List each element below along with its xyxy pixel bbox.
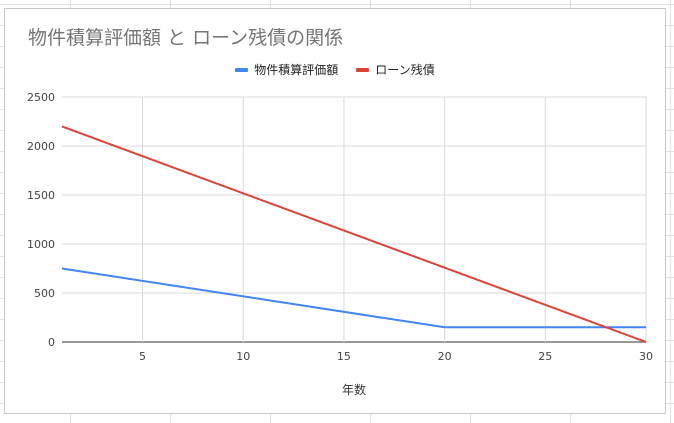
chart-card[interactable]: 物件積算評価額 と ローン残債の関係 物件積算評価額 ローン残債 0 500 100…	[4, 8, 666, 414]
y-tick-label: 0	[48, 336, 55, 349]
legend-label-loan: ローン残債	[375, 63, 435, 77]
chart-plot: 0 500 1000 1500 2000 2500 5 10 15 20 25 30 年数	[27, 91, 653, 397]
legend-item-valuation[interactable]: 物件積算評価額	[235, 61, 338, 78]
chart-legend: 物件積算評価額 ローン残債	[5, 61, 665, 78]
x-tick-label: 20	[438, 350, 452, 363]
legend-item-loan[interactable]: ローン残債	[356, 61, 435, 78]
x-tick-label: 25	[538, 350, 552, 363]
legend-label-valuation: 物件積算評価額	[254, 63, 339, 77]
tick-labels: 0 500 1000 1500 2000 2500 5 10 15 20 25 30	[27, 91, 653, 363]
x-tick-label: 10	[236, 350, 250, 363]
x-tick-label: 30	[639, 350, 653, 363]
legend-swatch-valuation	[235, 67, 249, 72]
x-tick-label: 5	[139, 350, 146, 363]
x-axis-label: 年数	[342, 382, 366, 397]
series-line-valuation[interactable]	[61, 267, 646, 329]
y-tick-label: 500	[34, 287, 55, 300]
x-tick-label: 15	[337, 350, 351, 363]
y-tick-label: 1500	[27, 189, 55, 202]
series-lines	[61, 125, 647, 343]
y-tick-label: 1000	[27, 238, 55, 251]
y-tick-label: 2000	[27, 140, 55, 153]
y-tick-label: 2500	[27, 91, 55, 104]
legend-swatch-loan	[356, 67, 370, 72]
series-line-loan[interactable]	[61, 125, 647, 343]
chart-title: 物件積算評価額 と ローン残債の関係	[28, 27, 344, 49]
grid-lines	[62, 96, 647, 343]
